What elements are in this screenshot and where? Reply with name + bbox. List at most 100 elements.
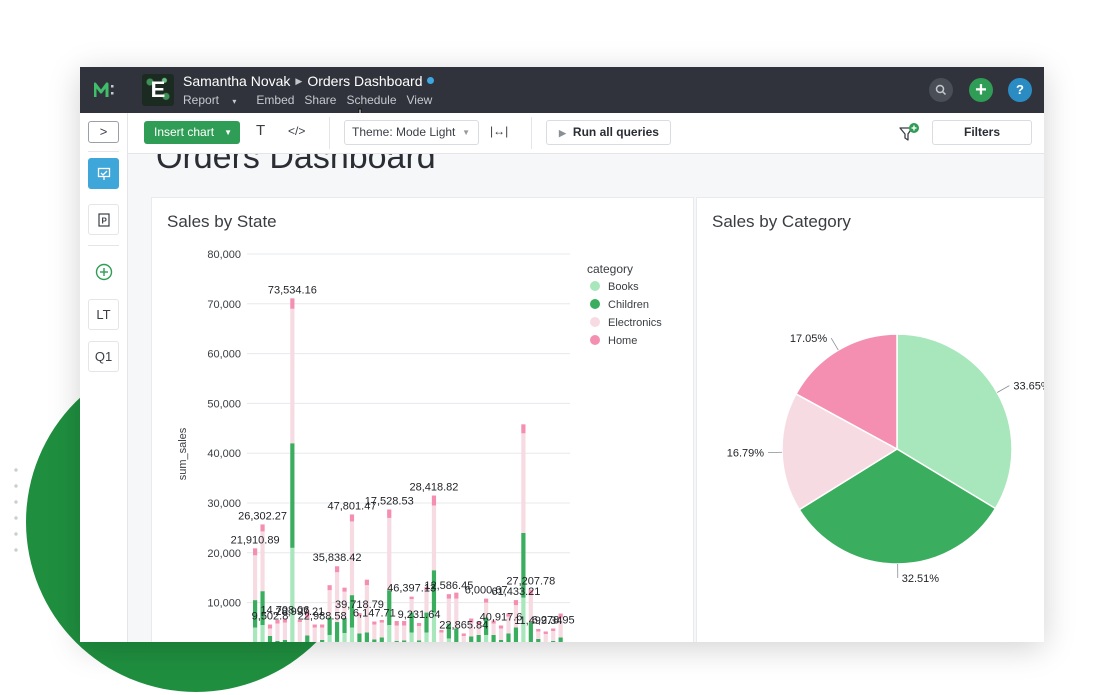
data-label: 21,910.89 (231, 534, 280, 546)
code-tool-icon[interactable]: </> (288, 124, 306, 138)
data-label: 14,708.06 (260, 605, 309, 617)
bar-segment-children (379, 637, 384, 642)
add-filter-icon[interactable] (898, 122, 920, 144)
bar-segment-electronics (394, 625, 399, 641)
sidebar-divider (88, 151, 119, 152)
legend-label: Home (608, 335, 637, 347)
data-label: 40,917.6 (480, 612, 523, 624)
sidebar-toggle-button[interactable]: > (88, 121, 119, 143)
bar-segment-children (267, 635, 273, 642)
bar-segment-children (409, 612, 414, 633)
bar-segment-home (521, 424, 526, 434)
data-label: 6,278.95 (532, 614, 575, 626)
bar-segment-electronics (506, 616, 511, 634)
bar-segment-books (409, 632, 414, 642)
chart-panel-sales-by-state[interactable]: Sales by State 80,000 70,000 60,000 50,000 4… (151, 197, 694, 642)
pie-slice-label: 16.79% (727, 448, 765, 460)
bar-segment-children (431, 570, 437, 613)
menu-schedule[interactable]: Schedule (346, 93, 397, 107)
bar-segment-books (253, 627, 258, 642)
bar-segment-books (431, 612, 437, 642)
full-width-icon[interactable]: |↔| (490, 124, 509, 138)
bar-segment-home (424, 587, 429, 591)
sidebar-item-query-lt[interactable]: LT (88, 299, 119, 330)
caret-down-icon: ▾ (232, 97, 237, 106)
menu-view[interactable]: View (406, 93, 433, 107)
legend-swatch-books (590, 281, 600, 291)
insert-chart-button[interactable]: Insert chart ▼ (144, 121, 240, 144)
bar-segment-electronics (454, 598, 459, 629)
bar-segment-children (275, 640, 280, 642)
bar-segment-home (364, 579, 369, 586)
menu-embed[interactable]: Embed (256, 93, 295, 107)
bar-segment-children (498, 639, 504, 642)
bar-segment-home (379, 620, 384, 623)
y-tick-label: 60,000 (207, 349, 241, 361)
bar-segment-children (334, 622, 340, 642)
legend-title: category (587, 262, 633, 276)
org-avatar[interactable]: E (142, 74, 174, 106)
y-tick-label: 20,000 (207, 548, 241, 560)
bar-segment-home (267, 624, 273, 629)
add-button[interactable]: + (969, 78, 993, 102)
bar-segment-children (513, 627, 519, 642)
bar-segment-children (416, 640, 422, 642)
bar-segment-electronics (469, 622, 474, 637)
bar-segment-electronics (305, 618, 310, 636)
sidebar-item-parameters[interactable]: P (88, 204, 119, 235)
sidebar-item-query-q1[interactable]: Q1 (88, 341, 119, 372)
bar-segment-home (416, 623, 422, 627)
pie-slice-books (896, 333, 1013, 510)
bar-segment-children (536, 638, 541, 642)
bar-segment-books (349, 627, 355, 642)
bar-segment-children (506, 633, 511, 642)
legend-label: Children (608, 299, 649, 311)
bar-segment-home (342, 587, 347, 592)
bar-segment-children (342, 618, 347, 633)
report-canvas: Orders Dashboard Sales by State 80,000 70… (128, 154, 1044, 642)
bar-segment-electronics (536, 631, 541, 639)
data-label: 6,000.67 (465, 585, 508, 597)
sidebar-item-report-builder[interactable] (88, 158, 119, 189)
report-title: Orders Dashboard (156, 154, 436, 176)
legend-swatch-children (590, 299, 600, 309)
legend-swatch-electronics (590, 317, 600, 327)
bar-segment-home (543, 631, 548, 634)
chart-panel-sales-by-category[interactable]: Sales by Category 33.65% 32.51% 16.79% 17.0… (696, 197, 1044, 642)
bar-segment-home (327, 585, 332, 591)
bar-segment-children (387, 590, 392, 626)
bar-segment-electronics (521, 433, 526, 533)
breadcrumb-report[interactable]: Orders Dashboard (307, 73, 423, 89)
data-label: 22,988.58 (298, 611, 347, 623)
bar-segment-books (342, 632, 347, 642)
mode-logo-icon[interactable] (94, 81, 122, 99)
sidebar-add-query-button[interactable] (88, 257, 119, 288)
data-label: 73,534.16 (268, 284, 317, 296)
bar-segment-home (334, 566, 340, 573)
play-icon: ▶ (559, 128, 566, 138)
help-button[interactable]: ? (1008, 78, 1032, 102)
menu-share[interactable]: Share (304, 93, 337, 107)
filters-button[interactable]: Filters (932, 120, 1032, 145)
bar-segment-children (424, 612, 429, 633)
pie-slice-label: 32.51% (902, 573, 940, 585)
bar-segment-home (320, 624, 325, 628)
bar-segment-electronics (461, 635, 466, 642)
bar-segment-books (446, 638, 451, 642)
bar-segment-children (327, 617, 332, 635)
menu-report[interactable]: Report ▾ (183, 93, 237, 107)
bar-segment-electronics (409, 599, 414, 613)
bar-segment-home (387, 509, 392, 518)
bar-segment-children (454, 628, 459, 642)
bar-segment-home (551, 628, 556, 631)
run-all-queries-button[interactable]: ▶ Run all queries (546, 120, 671, 145)
bar-segment-home (498, 625, 504, 629)
bar-segment-electronics (484, 602, 489, 618)
bar-segment-home (282, 618, 288, 623)
text-tool-icon[interactable]: T (256, 122, 266, 139)
breadcrumb-user[interactable]: Samantha Novak (183, 73, 291, 89)
theme-select[interactable]: Theme: Mode Light ▼ (344, 120, 479, 145)
bar-segment-electronics (267, 628, 273, 636)
search-button[interactable] (929, 78, 953, 102)
breadcrumb: Samantha Novak ▶ Orders Dashboard (183, 73, 434, 89)
